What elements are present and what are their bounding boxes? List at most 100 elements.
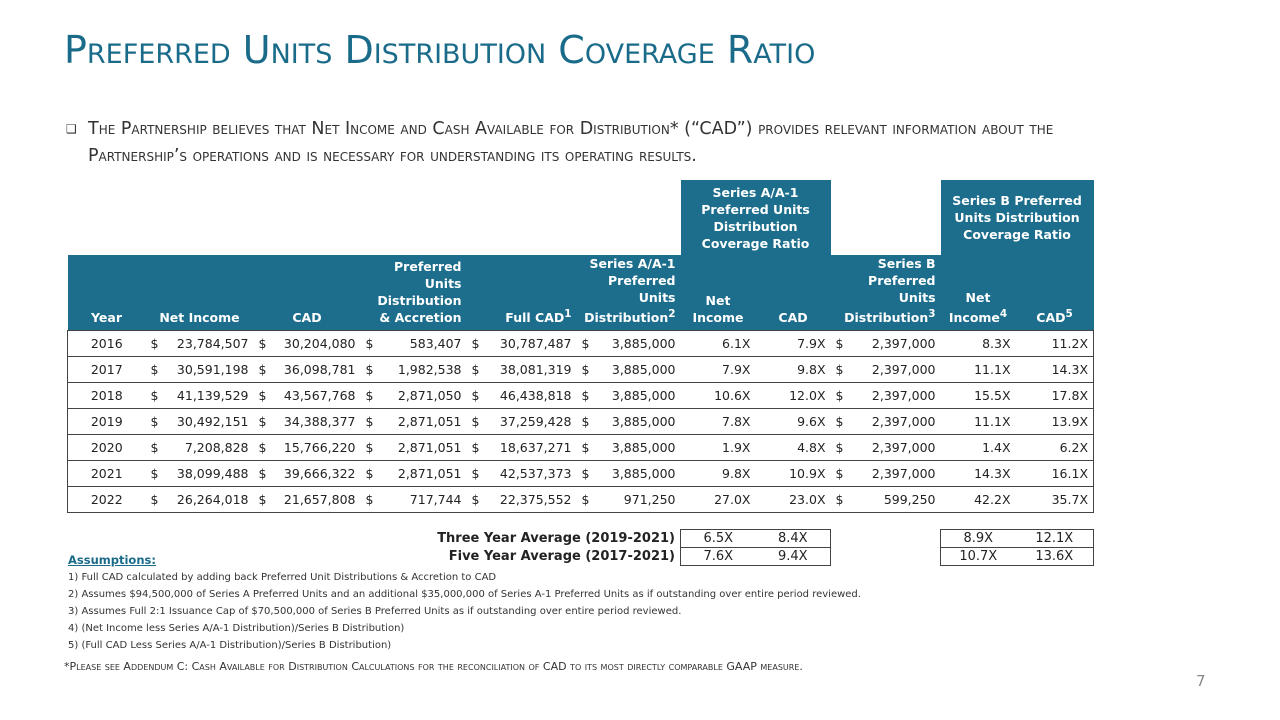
cell: $18,637,271	[466, 434, 577, 462]
amount: 43,567,768	[283, 388, 356, 404]
assumption: 5) (Full CAD Less Series A/A-1 Distribut…	[68, 640, 392, 651]
amount: 2,397,000	[871, 362, 936, 378]
column-header: CAD	[756, 255, 831, 331]
column-footnote-ref: 3	[928, 308, 936, 320]
cell: 11.1X	[940, 408, 1016, 436]
blank	[68, 180, 146, 255]
money-cell: $18,637,271	[472, 440, 572, 455]
cell: 16.1X	[1015, 460, 1095, 488]
currency-symbol: $	[835, 466, 844, 482]
currency-symbol: $	[150, 388, 159, 404]
data-row: 2017 $30,591,198 $36,098,781 $1,982,538 $38,…	[67, 356, 1095, 384]
amount: 7,208,828	[184, 440, 249, 456]
average-value: 9.4X	[755, 547, 832, 567]
cell: $34,388,377	[253, 408, 361, 436]
amount: 3,885,000	[611, 388, 676, 404]
currency-symbol: $	[471, 440, 480, 456]
column-label: Net Income	[159, 310, 240, 326]
cell: 7.9X	[755, 330, 831, 358]
cell: $23,784,507	[145, 330, 254, 358]
money-cell: $39,666,322	[259, 466, 356, 481]
average-row: Five Year Average (2017-2021) 7.6X 9.4X 10.…	[68, 547, 1095, 567]
cell: 27.0X	[680, 486, 756, 514]
money-cell: $3,885,000	[582, 414, 676, 429]
amount: 2,871,051	[397, 466, 462, 482]
cell: $21,657,808	[253, 486, 361, 514]
spacer	[68, 513, 1094, 530]
currency-symbol: $	[258, 362, 267, 378]
average-value: 8.9X	[940, 529, 1016, 549]
money-cell: $3,885,000	[582, 336, 676, 351]
column-header: Series A/A-1 Preferred Units Distributio…	[577, 255, 681, 331]
data-row: 2022 $26,264,018 $21,657,808 $717,744 $22,37…	[67, 486, 1095, 514]
amount: 3,885,000	[611, 414, 676, 430]
cell: $30,787,487	[466, 330, 577, 358]
average-label: Three Year Average (2019-2021)	[437, 531, 675, 547]
cell: $43,567,768	[253, 382, 361, 410]
blank	[254, 180, 361, 255]
average-value: 7.6X	[680, 547, 756, 567]
currency-symbol: $	[581, 336, 590, 352]
money-cell: $3,885,000	[582, 388, 676, 403]
currency-symbol: $	[258, 492, 267, 508]
currency-symbol: $	[471, 466, 480, 482]
money-cell: $43,567,768	[259, 388, 356, 403]
amount: 3,885,000	[611, 466, 676, 482]
data-row: 2021 $38,099,488 $39,666,322 $2,871,051 $42,…	[67, 460, 1095, 488]
amount: 37,259,428	[499, 414, 572, 430]
cell: $3,885,000	[576, 434, 681, 462]
intro-text: The Partnership believes that Net Income…	[88, 119, 1054, 166]
blank	[831, 530, 941, 548]
money-cell: $36,098,781	[259, 362, 356, 377]
cell: $717,744	[360, 486, 467, 514]
amount: 46,438,818	[499, 388, 572, 404]
cell: 2021	[67, 460, 146, 488]
amount: 34,388,377	[283, 414, 356, 430]
currency-symbol: $	[150, 440, 159, 456]
amount: 41,139,529	[176, 388, 249, 404]
currency-symbol: $	[150, 414, 159, 430]
group-header: Series B Preferred Units Distribution Co…	[940, 180, 1094, 255]
average-row: Three Year Average (2019-2021) 6.5X 8.4X 8.…	[68, 529, 1095, 549]
money-cell: $2,871,050	[366, 388, 462, 403]
currency-symbol: $	[835, 440, 844, 456]
currency-symbol: $	[365, 492, 374, 508]
cell: $46,438,818	[466, 382, 577, 410]
currency-symbol: $	[581, 414, 590, 430]
money-cell: $46,438,818	[472, 388, 572, 403]
cell: 11.1X	[940, 356, 1016, 384]
amount: 717,744	[409, 492, 462, 508]
cell: $36,098,781	[253, 356, 361, 384]
currency-symbol: $	[365, 362, 374, 378]
amount: 26,264,018	[176, 492, 249, 508]
currency-symbol: $	[471, 492, 480, 508]
currency-symbol: $	[835, 336, 844, 352]
cell: $2,871,051	[360, 460, 467, 488]
cell: 6.1X	[680, 330, 756, 358]
column-label: CAD	[1036, 310, 1066, 326]
money-cell: $26,264,018	[151, 492, 249, 507]
currency-symbol: $	[258, 336, 267, 352]
money-cell: $2,397,000	[836, 414, 936, 429]
amount: 30,787,487	[499, 336, 572, 352]
data-row: 2020 $7,208,828 $15,766,220 $2,871,051 $18,6…	[67, 434, 1095, 462]
blank	[577, 180, 681, 255]
cell: $3,885,000	[576, 382, 681, 410]
cell: $22,375,552	[466, 486, 577, 514]
data-row: 2016 $23,784,507 $30,204,080 $583,407 $30,78…	[67, 330, 1095, 358]
amount: 21,657,808	[283, 492, 356, 508]
column-footnote-ref: 2	[668, 308, 676, 320]
money-cell: $30,204,080	[259, 336, 356, 351]
currency-symbol: $	[471, 336, 480, 352]
cell: 2017	[67, 356, 146, 384]
amount: 971,250	[623, 492, 676, 508]
cell: $30,492,151	[145, 408, 254, 436]
currency-symbol: $	[471, 388, 480, 404]
money-cell: $30,787,487	[472, 336, 572, 351]
cell: 14.3X	[940, 460, 1016, 488]
money-cell: $34,388,377	[259, 414, 356, 429]
bullet: ❑	[66, 122, 77, 136]
average-value: 10.7X	[940, 547, 1016, 567]
cell: 6.2X	[1015, 434, 1095, 462]
column-label: Series B Preferred Units Distribution	[844, 256, 936, 326]
